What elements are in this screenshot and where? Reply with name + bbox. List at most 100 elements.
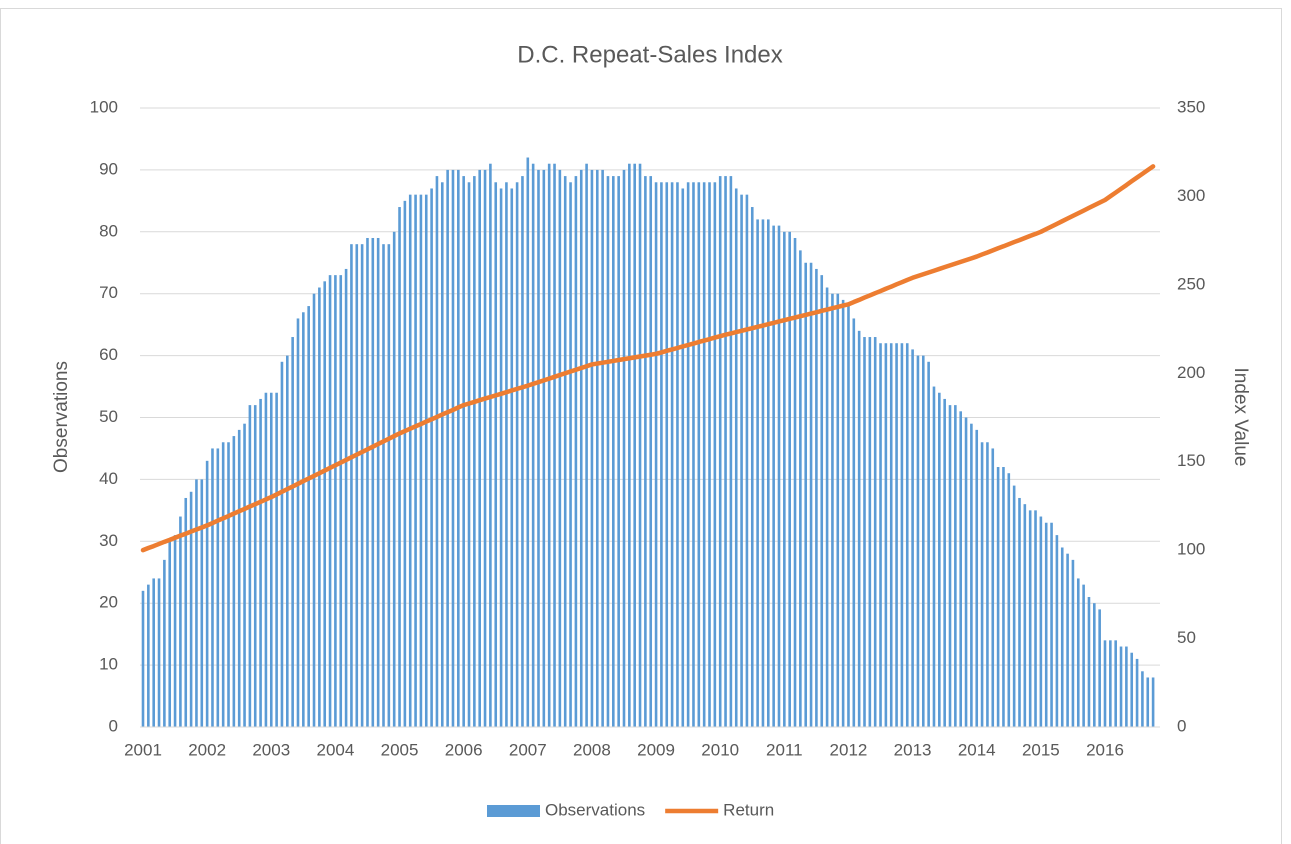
bar (494, 182, 498, 727)
bar (601, 169, 604, 727)
x-tick-label: 2001 (124, 740, 162, 759)
bar (777, 225, 781, 728)
bar (804, 262, 808, 727)
y-tick-label: 0 (109, 716, 118, 735)
y2-tick-label: 0 (1177, 716, 1186, 735)
bar (809, 262, 813, 727)
bar (889, 343, 893, 727)
bar (376, 237, 380, 728)
bar (446, 169, 449, 727)
bar (312, 293, 316, 727)
bar (676, 182, 679, 727)
bar (1012, 485, 1016, 727)
y2-tick-label: 250 (1177, 274, 1205, 293)
bar (1151, 677, 1155, 727)
bar (1034, 510, 1037, 727)
bar (905, 343, 909, 727)
bar (510, 188, 514, 728)
bar (975, 429, 979, 727)
bar (478, 169, 481, 727)
bar (1109, 640, 1112, 727)
bar (836, 293, 840, 727)
bar (483, 169, 487, 727)
bar (280, 361, 284, 727)
bar (200, 479, 204, 727)
bar (724, 176, 727, 728)
bar (1082, 584, 1085, 727)
x-tick-label: 2015 (1022, 740, 1060, 759)
bar (670, 182, 674, 727)
y2-tick-label: 150 (1177, 451, 1205, 470)
y-tick-label: 50 (99, 407, 118, 426)
bar (921, 355, 925, 727)
bar (403, 200, 407, 728)
bar (884, 343, 888, 727)
y-tick-label: 40 (99, 469, 118, 488)
bar (526, 157, 530, 727)
bar (1002, 467, 1005, 727)
bar (387, 244, 391, 727)
bar (408, 194, 412, 727)
y-tick-label: 30 (99, 531, 118, 550)
bar (563, 176, 567, 728)
bar (740, 194, 743, 727)
bar (970, 423, 973, 727)
bar (462, 176, 465, 728)
y-tick-label: 60 (99, 345, 118, 364)
bar (649, 176, 653, 728)
bar (1093, 603, 1096, 727)
bar (1141, 671, 1144, 727)
x-tick-label: 2013 (894, 740, 932, 759)
bar (537, 169, 540, 727)
bar (1066, 553, 1069, 727)
bar (686, 182, 690, 727)
bar (585, 163, 588, 727)
bar (328, 275, 332, 727)
bar (205, 460, 209, 727)
bar (948, 405, 952, 727)
bar (820, 275, 824, 727)
bar (1060, 547, 1064, 727)
bar (435, 176, 439, 728)
bar (350, 244, 353, 727)
bar (980, 442, 984, 727)
bar (243, 423, 246, 727)
bar (660, 182, 663, 727)
bar (221, 442, 225, 727)
x-tick-label: 2012 (830, 740, 868, 759)
bar (489, 163, 492, 727)
y2-axis-label: Index Value (1230, 368, 1251, 467)
bar (692, 182, 695, 727)
bar (302, 312, 305, 727)
bar (318, 287, 321, 727)
bar (959, 411, 962, 727)
bar (863, 337, 866, 727)
bar (991, 448, 995, 727)
bar (1018, 497, 1021, 727)
bar (879, 343, 882, 727)
bar (195, 479, 198, 727)
bar (355, 244, 359, 727)
bar (371, 237, 375, 728)
bar (628, 163, 631, 727)
bar (344, 268, 348, 727)
bar (1076, 578, 1080, 727)
bar (702, 182, 706, 727)
bar (857, 330, 861, 727)
bar (382, 244, 385, 727)
bar (606, 176, 610, 728)
bar (718, 176, 722, 728)
x-tick-label: 2004 (316, 740, 354, 759)
bar (1125, 646, 1128, 727)
bar (815, 268, 818, 727)
y-tick-label: 90 (99, 159, 118, 178)
bar (259, 398, 262, 727)
bar (398, 207, 401, 728)
bar (1146, 677, 1150, 727)
bar (734, 188, 738, 728)
bar (788, 231, 791, 728)
bar (232, 436, 236, 727)
bar (457, 169, 460, 727)
y-tick-label: 80 (99, 221, 118, 240)
bar (1050, 522, 1053, 727)
